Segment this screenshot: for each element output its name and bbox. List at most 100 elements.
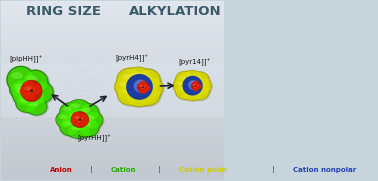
- Ellipse shape: [56, 111, 77, 130]
- Bar: [1, 50, 224, 55]
- Bar: [1, 167, 224, 171]
- Bar: [1, 37, 224, 41]
- Ellipse shape: [179, 76, 186, 80]
- Ellipse shape: [28, 81, 55, 105]
- Ellipse shape: [16, 94, 39, 112]
- Ellipse shape: [87, 115, 95, 120]
- Ellipse shape: [79, 104, 99, 122]
- Bar: [1, 171, 224, 176]
- Bar: [1, 126, 224, 131]
- Ellipse shape: [78, 103, 99, 123]
- Ellipse shape: [21, 80, 42, 102]
- Ellipse shape: [30, 92, 31, 93]
- Bar: [1, 77, 224, 81]
- Ellipse shape: [12, 82, 36, 108]
- Bar: [1, 100, 224, 104]
- Ellipse shape: [139, 76, 165, 101]
- Ellipse shape: [117, 82, 143, 106]
- Ellipse shape: [81, 118, 88, 126]
- Bar: [1, 28, 224, 32]
- Ellipse shape: [182, 71, 201, 85]
- Ellipse shape: [67, 123, 92, 140]
- Ellipse shape: [63, 107, 71, 111]
- Ellipse shape: [197, 85, 198, 86]
- Ellipse shape: [138, 81, 146, 86]
- Ellipse shape: [22, 69, 50, 96]
- Ellipse shape: [28, 81, 54, 104]
- Ellipse shape: [139, 76, 164, 100]
- Ellipse shape: [123, 67, 154, 89]
- Ellipse shape: [79, 118, 99, 136]
- Bar: [1, 162, 224, 167]
- Bar: [1, 104, 224, 108]
- Ellipse shape: [11, 80, 38, 99]
- Ellipse shape: [28, 89, 29, 90]
- Ellipse shape: [183, 76, 203, 96]
- Ellipse shape: [67, 123, 91, 139]
- Bar: [1, 64, 224, 68]
- Ellipse shape: [71, 111, 89, 128]
- Ellipse shape: [11, 72, 23, 79]
- Text: |: |: [156, 166, 163, 173]
- Ellipse shape: [22, 70, 49, 95]
- Ellipse shape: [181, 70, 203, 86]
- Bar: [1, 64, 224, 117]
- Bar: [1, 153, 224, 158]
- Ellipse shape: [59, 102, 81, 122]
- Text: [pyrHH]]⁺: [pyrHH]]⁺: [77, 134, 112, 142]
- Bar: [1, 117, 224, 122]
- Bar: [1, 46, 224, 50]
- Ellipse shape: [176, 72, 194, 89]
- Ellipse shape: [82, 108, 90, 112]
- Ellipse shape: [78, 117, 101, 138]
- Ellipse shape: [194, 77, 213, 96]
- Ellipse shape: [144, 83, 153, 87]
- Ellipse shape: [56, 111, 74, 128]
- Ellipse shape: [181, 86, 203, 101]
- Ellipse shape: [122, 89, 132, 94]
- Ellipse shape: [74, 118, 84, 127]
- Ellipse shape: [191, 72, 209, 89]
- Ellipse shape: [135, 68, 161, 93]
- Ellipse shape: [125, 68, 151, 86]
- Ellipse shape: [124, 67, 152, 87]
- Ellipse shape: [116, 68, 144, 93]
- Ellipse shape: [175, 71, 195, 89]
- Ellipse shape: [29, 89, 33, 93]
- Ellipse shape: [67, 99, 92, 119]
- Bar: [1, 1, 224, 5]
- Ellipse shape: [135, 68, 162, 94]
- Ellipse shape: [136, 84, 160, 105]
- Ellipse shape: [20, 87, 44, 106]
- Ellipse shape: [140, 77, 163, 98]
- Ellipse shape: [139, 85, 143, 87]
- Ellipse shape: [9, 79, 39, 100]
- Ellipse shape: [25, 98, 49, 117]
- Ellipse shape: [84, 112, 102, 129]
- Ellipse shape: [114, 76, 140, 99]
- Ellipse shape: [15, 93, 40, 113]
- Ellipse shape: [20, 98, 29, 103]
- Ellipse shape: [122, 74, 132, 79]
- Ellipse shape: [8, 67, 34, 92]
- Ellipse shape: [179, 87, 186, 90]
- Ellipse shape: [82, 118, 83, 119]
- Bar: [1, 5, 224, 10]
- Ellipse shape: [25, 86, 32, 90]
- Ellipse shape: [137, 82, 149, 93]
- Ellipse shape: [117, 82, 144, 107]
- Ellipse shape: [192, 84, 196, 86]
- Ellipse shape: [135, 83, 161, 106]
- Ellipse shape: [23, 91, 34, 96]
- Text: |: |: [88, 166, 94, 173]
- Ellipse shape: [78, 121, 79, 122]
- Ellipse shape: [116, 68, 143, 92]
- Ellipse shape: [65, 107, 95, 132]
- Ellipse shape: [33, 86, 43, 92]
- Text: Cation: Cation: [110, 167, 136, 173]
- Ellipse shape: [181, 86, 204, 102]
- Ellipse shape: [196, 84, 201, 89]
- Ellipse shape: [115, 77, 137, 97]
- Ellipse shape: [55, 111, 76, 129]
- Ellipse shape: [144, 86, 145, 87]
